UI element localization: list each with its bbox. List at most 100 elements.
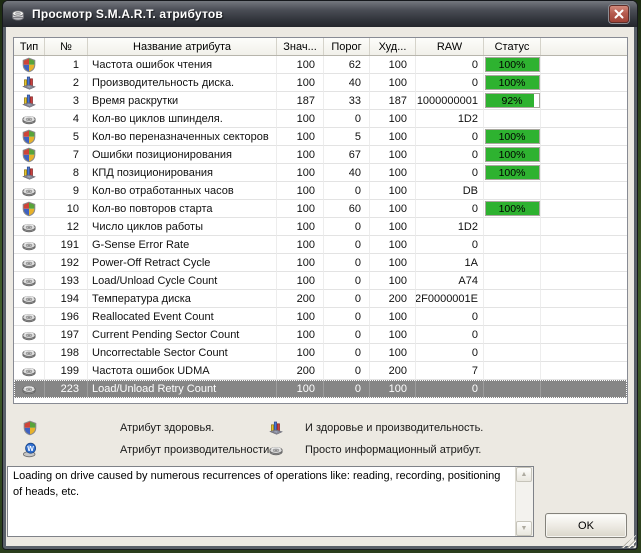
attr-raw: 0 [416, 146, 484, 164]
column-header-4[interactable]: Порог [324, 38, 370, 55]
attr-id: 194 [45, 290, 88, 308]
attr-id: 10 [45, 200, 88, 218]
table-row[interactable]: 7 Ошибки позиционирования 100 67 100 0 1… [14, 146, 627, 164]
attr-id: 9 [45, 182, 88, 200]
table-row[interactable]: 192 Power-Off Retract Cycle 100 0 100 1A [14, 254, 627, 272]
attr-threshold: 0 [324, 272, 370, 290]
table-row[interactable]: 223 Load/Unload Retry Count 100 0 100 0 [14, 380, 627, 398]
column-header-6[interactable]: RAW [416, 38, 484, 55]
row-filler [541, 74, 627, 92]
attr-name: Uncorrectable Sector Count [88, 344, 277, 362]
column-header-5[interactable]: Худ... [370, 38, 416, 55]
titlebar[interactable]: Просмотр S.M.A.R.T. атрибутов [3, 1, 637, 27]
table-row[interactable]: 198 Uncorrectable Sector Count 100 0 100… [14, 344, 627, 362]
attr-threshold: 62 [324, 56, 370, 74]
attr-raw: 0 [416, 56, 484, 74]
table-row[interactable]: 199 Частота ошибок UDMA 200 0 200 7 [14, 362, 627, 380]
disk-icon [21, 183, 37, 199]
attr-threshold: 0 [324, 218, 370, 236]
attr-status [484, 272, 541, 290]
attr-threshold: 0 [324, 308, 370, 326]
table-row[interactable]: 4 Кол-во циклов шпинделя. 100 0 100 1D2 [14, 110, 627, 128]
scroll-down-icon: ▼ [520, 525, 528, 532]
attr-status [484, 290, 541, 308]
attr-status [484, 380, 541, 398]
window-title: Просмотр S.M.A.R.T. атрибутов [32, 7, 223, 21]
table-row[interactable]: 5 Кол-во переназначенных секторов 100 5 … [14, 128, 627, 146]
table-row[interactable]: 197 Current Pending Sector Count 100 0 1… [14, 326, 627, 344]
attr-threshold: 0 [324, 182, 370, 200]
attr-name: Current Pending Sector Count [88, 326, 277, 344]
attr-id: 198 [45, 344, 88, 362]
shield-icon [21, 129, 37, 145]
description-text: Loading on drive caused by numerous recu… [13, 470, 501, 498]
table-row[interactable]: 191 G-Sense Error Rate 100 0 100 0 [14, 236, 627, 254]
column-header-2[interactable]: Название атрибута [88, 38, 277, 55]
attr-id: 4 [45, 110, 88, 128]
attr-worst: 100 [370, 308, 416, 326]
scroll-down-button[interactable]: ▼ [516, 521, 532, 536]
table-row[interactable]: 8 КПД позиционирования 100 40 100 0 100% [14, 164, 627, 182]
table-row[interactable]: 196 Reallocated Event Count 100 0 100 0 [14, 308, 627, 326]
attr-worst: 100 [370, 380, 416, 398]
attr-type-cell [14, 200, 45, 218]
attr-raw: 2F0000001E [416, 290, 484, 308]
row-filler [541, 182, 627, 200]
attr-threshold: 40 [324, 164, 370, 182]
attr-type-cell [14, 362, 45, 380]
attr-raw: 0 [416, 380, 484, 398]
table-row[interactable]: 2 Производительность диска. 100 40 100 0… [14, 74, 627, 92]
attr-name: Power-Off Retract Cycle [88, 254, 277, 272]
attr-type-cell [14, 236, 45, 254]
scroll-up-button[interactable]: ▲ [516, 467, 532, 482]
disk-icon [268, 442, 284, 458]
description-scrollbar[interactable]: ▲ ▼ [515, 467, 533, 536]
column-header-1[interactable]: № [45, 38, 88, 55]
column-header-7[interactable]: Статус [484, 38, 541, 55]
attr-id: 5 [45, 128, 88, 146]
attr-threshold: 67 [324, 146, 370, 164]
table-row[interactable]: 194 Температура диска 200 0 200 2F000000… [14, 290, 627, 308]
attribute-description[interactable]: Loading on drive caused by numerous recu… [7, 466, 534, 537]
chart-icon [268, 420, 284, 436]
attr-type-cell [14, 272, 45, 290]
attr-name: Load/Unload Cycle Count [88, 272, 277, 290]
attr-name: Частота ошибок UDMA [88, 362, 277, 380]
status-badge: 92% [484, 93, 540, 108]
attr-value: 200 [277, 290, 324, 308]
attr-type-cell [14, 380, 45, 398]
disk-icon [21, 237, 37, 253]
attr-id: 196 [45, 308, 88, 326]
table-row[interactable]: 12 Число циклов работы 100 0 100 1D2 [14, 218, 627, 236]
attr-id: 223 [45, 380, 88, 398]
table-row[interactable]: 3 Время раскрутки 187 33 187 1000000001 … [14, 92, 627, 110]
ok-button[interactable]: OK [545, 513, 627, 538]
attr-threshold: 40 [324, 74, 370, 92]
attr-name: Время раскрутки [88, 92, 277, 110]
attr-worst: 100 [370, 164, 416, 182]
attr-worst: 100 [370, 200, 416, 218]
attr-type-cell [14, 290, 45, 308]
status-badge: 100% [484, 201, 540, 216]
table-row[interactable]: 10 Кол-во повторов старта 100 60 100 0 1… [14, 200, 627, 218]
row-filler [541, 254, 627, 272]
status-badge: 100% [484, 165, 540, 180]
attr-raw: 0 [416, 344, 484, 362]
attr-threshold: 0 [324, 110, 370, 128]
attr-id: 192 [45, 254, 88, 272]
disk-icon [21, 363, 37, 379]
attr-value: 100 [277, 110, 324, 128]
table-row[interactable]: 193 Load/Unload Cycle Count 100 0 100 A7… [14, 272, 627, 290]
close-button[interactable] [609, 5, 629, 23]
table-row[interactable]: 1 Частота ошибок чтения 100 62 100 0 100… [14, 56, 627, 74]
table-row[interactable]: 9 Кол-во отработанных часов 100 0 100 DB [14, 182, 627, 200]
attr-threshold: 0 [324, 344, 370, 362]
column-header-0[interactable]: Тип [14, 38, 45, 55]
attr-name: Кол-во переназначенных секторов [88, 128, 277, 146]
column-header-3[interactable]: Знач... [277, 38, 324, 55]
attr-name: Кол-во циклов шпинделя. [88, 110, 277, 128]
legend-item-informational [268, 441, 284, 459]
chart-icon [21, 93, 37, 109]
row-filler [541, 362, 627, 380]
attr-name: Ошибки позиционирования [88, 146, 277, 164]
